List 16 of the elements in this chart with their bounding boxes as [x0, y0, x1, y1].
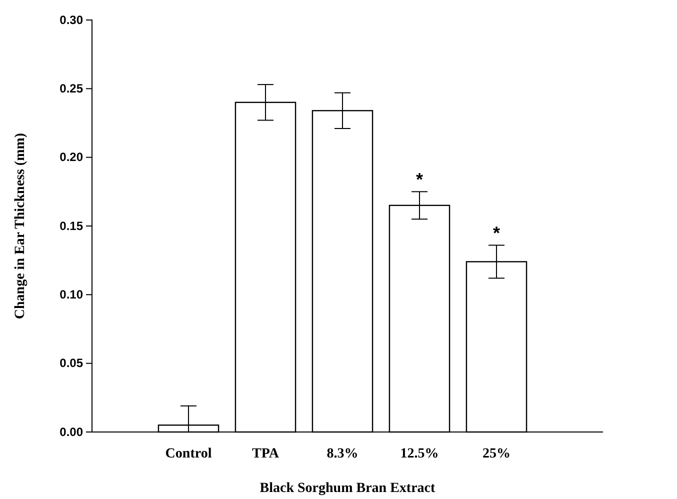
annotation: *: [416, 170, 424, 190]
x-tick-label: Control: [165, 446, 212, 462]
x-tick-label: 8.3%: [326, 446, 358, 462]
y-tick-label: 0.25: [60, 82, 84, 96]
y-tick-label: 0.00: [60, 424, 84, 439]
annotation: *: [492, 223, 500, 244]
y-tick-label: 0.15: [60, 218, 84, 233]
y-tick-label: 0.20: [60, 150, 84, 164]
x-tick-label: 25%: [482, 446, 510, 462]
x-axis-title: Black Sorghum Bran Extract: [260, 481, 436, 496]
y-tick-label: 0.10: [60, 288, 84, 302]
x-tick-label: 12.5%: [400, 446, 439, 462]
y-axis-title: Change in Ear Thickness (mm): [13, 132, 28, 320]
x-tick-label: TPA: [252, 446, 280, 462]
y-tick-label: 0.05: [60, 356, 84, 370]
y-tick-label: 0.30: [60, 12, 84, 27]
